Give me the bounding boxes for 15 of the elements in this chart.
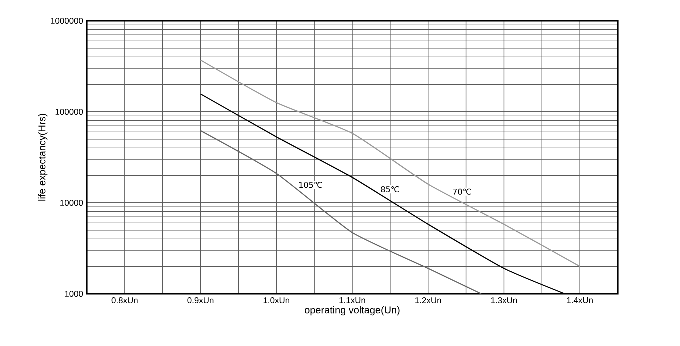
- x-tick-label: 1.0xUn: [264, 298, 290, 304]
- y-tick-label: 10000: [60, 200, 84, 206]
- line-series: [200, 130, 482, 294]
- x-tick-label: 1.1xUn: [340, 298, 366, 304]
- y-axis-title: life expectancy(Hrs): [38, 114, 48, 201]
- y-tick-label: 1000: [65, 291, 84, 297]
- x-tick-label: 1.3xUn: [491, 298, 518, 304]
- x-axis-title: operating voltage(Un): [305, 306, 400, 316]
- x-tick-label: 1.2xUn: [416, 298, 442, 304]
- x-tick-label: 1.4xUn: [567, 298, 593, 304]
- y-tick-label: 100000: [56, 109, 84, 115]
- y-tick-label: 1000000: [51, 18, 84, 24]
- line-series: [200, 60, 581, 268]
- x-tick-label: 0.9xUn: [188, 298, 214, 304]
- x-tick-label: 0.8xUn: [112, 298, 138, 304]
